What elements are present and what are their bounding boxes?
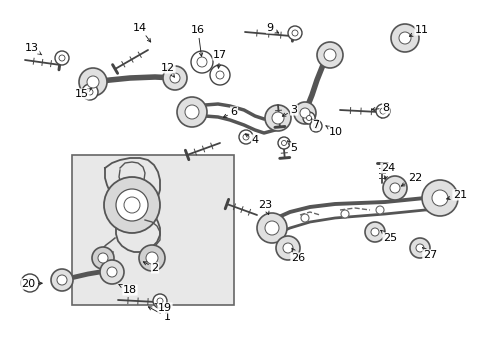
Text: 11: 11	[408, 25, 428, 36]
Circle shape	[306, 116, 311, 121]
Circle shape	[409, 238, 429, 258]
Circle shape	[146, 252, 158, 264]
Circle shape	[275, 236, 299, 260]
Circle shape	[92, 247, 114, 269]
Circle shape	[283, 243, 292, 253]
Text: 21: 21	[446, 190, 466, 200]
Circle shape	[257, 213, 286, 243]
Text: 19: 19	[155, 303, 172, 313]
FancyBboxPatch shape	[72, 155, 234, 305]
Text: 26: 26	[290, 248, 305, 263]
Text: 24: 24	[380, 163, 394, 179]
Circle shape	[316, 42, 342, 68]
Circle shape	[116, 189, 148, 221]
Text: 3: 3	[282, 105, 297, 116]
Circle shape	[398, 32, 410, 44]
Circle shape	[431, 190, 447, 206]
Circle shape	[379, 108, 385, 114]
Circle shape	[98, 253, 108, 263]
Circle shape	[79, 68, 107, 96]
Text: 18: 18	[119, 284, 137, 295]
Circle shape	[104, 177, 160, 233]
Circle shape	[170, 73, 180, 83]
Text: 7: 7	[311, 119, 319, 130]
Circle shape	[301, 214, 308, 222]
Circle shape	[87, 89, 93, 95]
Text: 8: 8	[371, 103, 389, 113]
Circle shape	[55, 51, 69, 65]
Text: 23: 23	[257, 200, 271, 215]
Circle shape	[287, 26, 302, 40]
Text: 2: 2	[143, 262, 158, 273]
Circle shape	[82, 84, 98, 100]
Circle shape	[209, 65, 229, 85]
Text: 20: 20	[21, 279, 42, 289]
Text: 9: 9	[266, 23, 278, 33]
Circle shape	[26, 279, 34, 287]
Text: 12: 12	[161, 63, 175, 77]
Circle shape	[309, 120, 321, 132]
Text: 10: 10	[325, 126, 342, 137]
Circle shape	[184, 105, 199, 119]
Circle shape	[278, 137, 289, 149]
Text: 4: 4	[244, 134, 258, 145]
Circle shape	[177, 97, 206, 127]
Circle shape	[21, 274, 39, 292]
Circle shape	[370, 228, 378, 236]
Circle shape	[291, 30, 297, 36]
Text: 27: 27	[422, 247, 436, 260]
Circle shape	[375, 206, 383, 214]
Circle shape	[340, 210, 348, 218]
Text: 25: 25	[380, 230, 396, 243]
Circle shape	[271, 112, 284, 124]
Text: 13: 13	[25, 43, 41, 55]
Circle shape	[382, 176, 406, 200]
Text: 14: 14	[133, 23, 150, 42]
Circle shape	[324, 49, 335, 61]
Text: 22: 22	[401, 173, 421, 186]
Circle shape	[375, 104, 389, 118]
Circle shape	[139, 245, 164, 271]
Circle shape	[197, 57, 206, 67]
Circle shape	[243, 134, 248, 140]
Circle shape	[390, 24, 418, 52]
Circle shape	[389, 183, 399, 193]
Circle shape	[303, 112, 314, 124]
Circle shape	[299, 108, 309, 118]
Circle shape	[124, 197, 140, 213]
Circle shape	[59, 55, 65, 61]
Circle shape	[191, 51, 213, 73]
Circle shape	[216, 71, 224, 79]
Circle shape	[51, 269, 73, 291]
Text: 15: 15	[75, 88, 92, 99]
Circle shape	[264, 221, 279, 235]
Text: 5: 5	[287, 141, 297, 153]
Text: 16: 16	[191, 25, 204, 56]
Circle shape	[364, 222, 384, 242]
Circle shape	[153, 294, 167, 308]
Circle shape	[107, 267, 117, 277]
Text: 1: 1	[148, 307, 170, 322]
Circle shape	[415, 244, 423, 252]
Circle shape	[313, 123, 318, 129]
Circle shape	[163, 66, 186, 90]
Circle shape	[421, 180, 457, 216]
Circle shape	[157, 298, 163, 304]
Circle shape	[57, 275, 67, 285]
Circle shape	[281, 140, 286, 145]
Circle shape	[100, 260, 124, 284]
Circle shape	[239, 130, 252, 144]
Text: 17: 17	[212, 50, 226, 68]
Circle shape	[264, 105, 290, 131]
Circle shape	[87, 76, 99, 88]
Text: 6: 6	[223, 107, 237, 117]
Circle shape	[293, 102, 315, 124]
